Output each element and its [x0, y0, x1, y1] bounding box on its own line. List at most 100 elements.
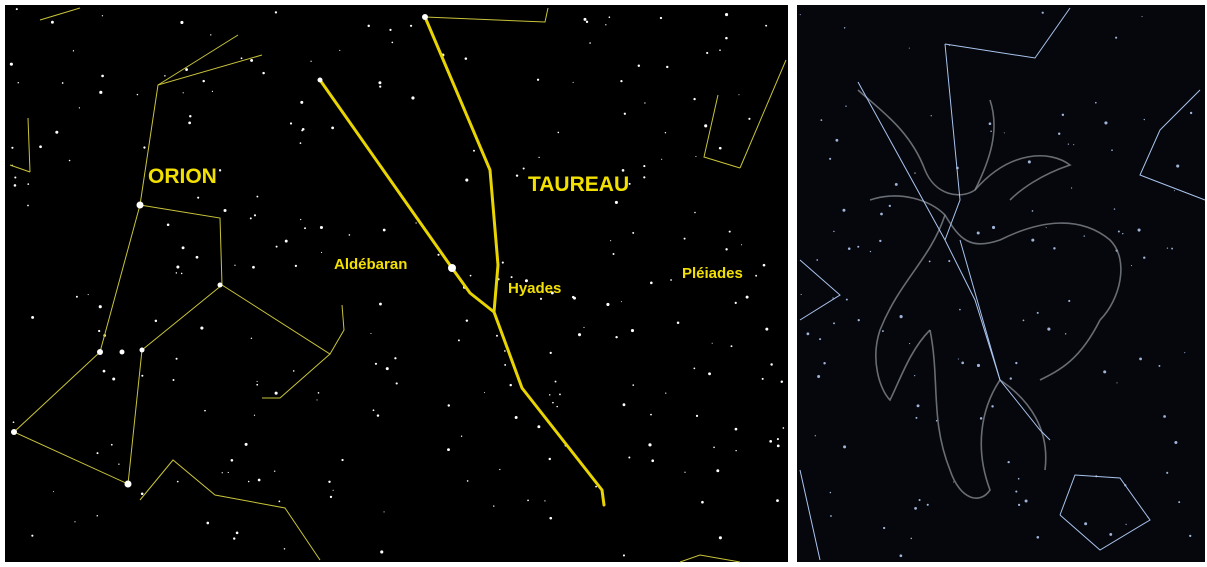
star [484, 392, 485, 393]
star [99, 305, 102, 308]
star [1176, 164, 1179, 167]
star-charts: ORION TAUREAU Aldébaran Hyades Pléiades [0, 0, 1207, 567]
star [102, 15, 103, 16]
star [781, 380, 783, 382]
star [11, 429, 17, 435]
star [458, 339, 460, 341]
star [719, 147, 722, 150]
star [1174, 190, 1175, 191]
star [622, 169, 625, 172]
star [550, 352, 552, 354]
star [650, 282, 653, 285]
star [909, 48, 910, 49]
star [1190, 112, 1192, 114]
star [549, 517, 552, 520]
taurus-chart [5, 5, 788, 562]
star [516, 174, 518, 176]
star [606, 303, 609, 306]
star [1126, 524, 1127, 525]
star [88, 294, 89, 295]
star [318, 392, 320, 394]
star [321, 252, 322, 253]
star [185, 68, 188, 71]
star [1071, 187, 1072, 188]
star [665, 392, 666, 393]
star [958, 358, 959, 359]
star [832, 297, 833, 298]
star [31, 535, 33, 537]
star [632, 232, 634, 234]
star [807, 332, 810, 335]
star [473, 150, 475, 152]
star [914, 507, 917, 510]
star [118, 463, 119, 464]
star [538, 157, 539, 158]
star [620, 80, 622, 82]
star [137, 94, 138, 95]
star [712, 343, 713, 344]
star [256, 384, 258, 386]
star [842, 209, 845, 212]
constellation-label: TAUREAU [528, 173, 629, 196]
star [684, 238, 686, 240]
star [729, 231, 731, 233]
star [991, 405, 993, 407]
star [250, 217, 252, 219]
star [829, 158, 831, 160]
star [493, 505, 494, 506]
star [233, 537, 235, 539]
star [1037, 312, 1039, 314]
star [770, 363, 772, 365]
star [176, 358, 178, 360]
star [101, 75, 104, 78]
star [1166, 472, 1168, 474]
star [731, 345, 733, 347]
star [523, 167, 525, 169]
star [391, 42, 393, 44]
star [496, 335, 498, 337]
star [666, 66, 668, 68]
star [823, 362, 825, 364]
star [537, 79, 539, 81]
star [765, 25, 767, 27]
star [173, 379, 175, 381]
star [628, 456, 630, 458]
star [380, 550, 383, 553]
star [959, 309, 961, 311]
star [276, 246, 278, 248]
star [97, 515, 99, 517]
star [549, 394, 550, 395]
star [819, 338, 821, 340]
star [632, 384, 634, 386]
star [706, 52, 708, 54]
star [915, 417, 917, 419]
star [725, 13, 728, 16]
star [470, 275, 472, 277]
star [111, 444, 113, 446]
star [55, 131, 58, 134]
star [763, 264, 766, 267]
star [1171, 248, 1173, 250]
star [125, 481, 132, 488]
star [1131, 265, 1132, 266]
star [605, 24, 606, 25]
star [386, 367, 389, 370]
star [331, 127, 334, 130]
star [917, 404, 920, 407]
star [224, 209, 227, 212]
star [696, 415, 698, 417]
star [212, 91, 213, 92]
star [349, 234, 351, 236]
star [177, 481, 179, 483]
star [716, 469, 719, 472]
star [16, 8, 18, 10]
star [1073, 144, 1074, 145]
star [183, 92, 184, 93]
star [383, 511, 384, 512]
star [176, 266, 179, 269]
star [333, 490, 334, 491]
star [79, 107, 80, 108]
star [141, 492, 144, 495]
star [189, 115, 191, 117]
star [552, 402, 554, 404]
